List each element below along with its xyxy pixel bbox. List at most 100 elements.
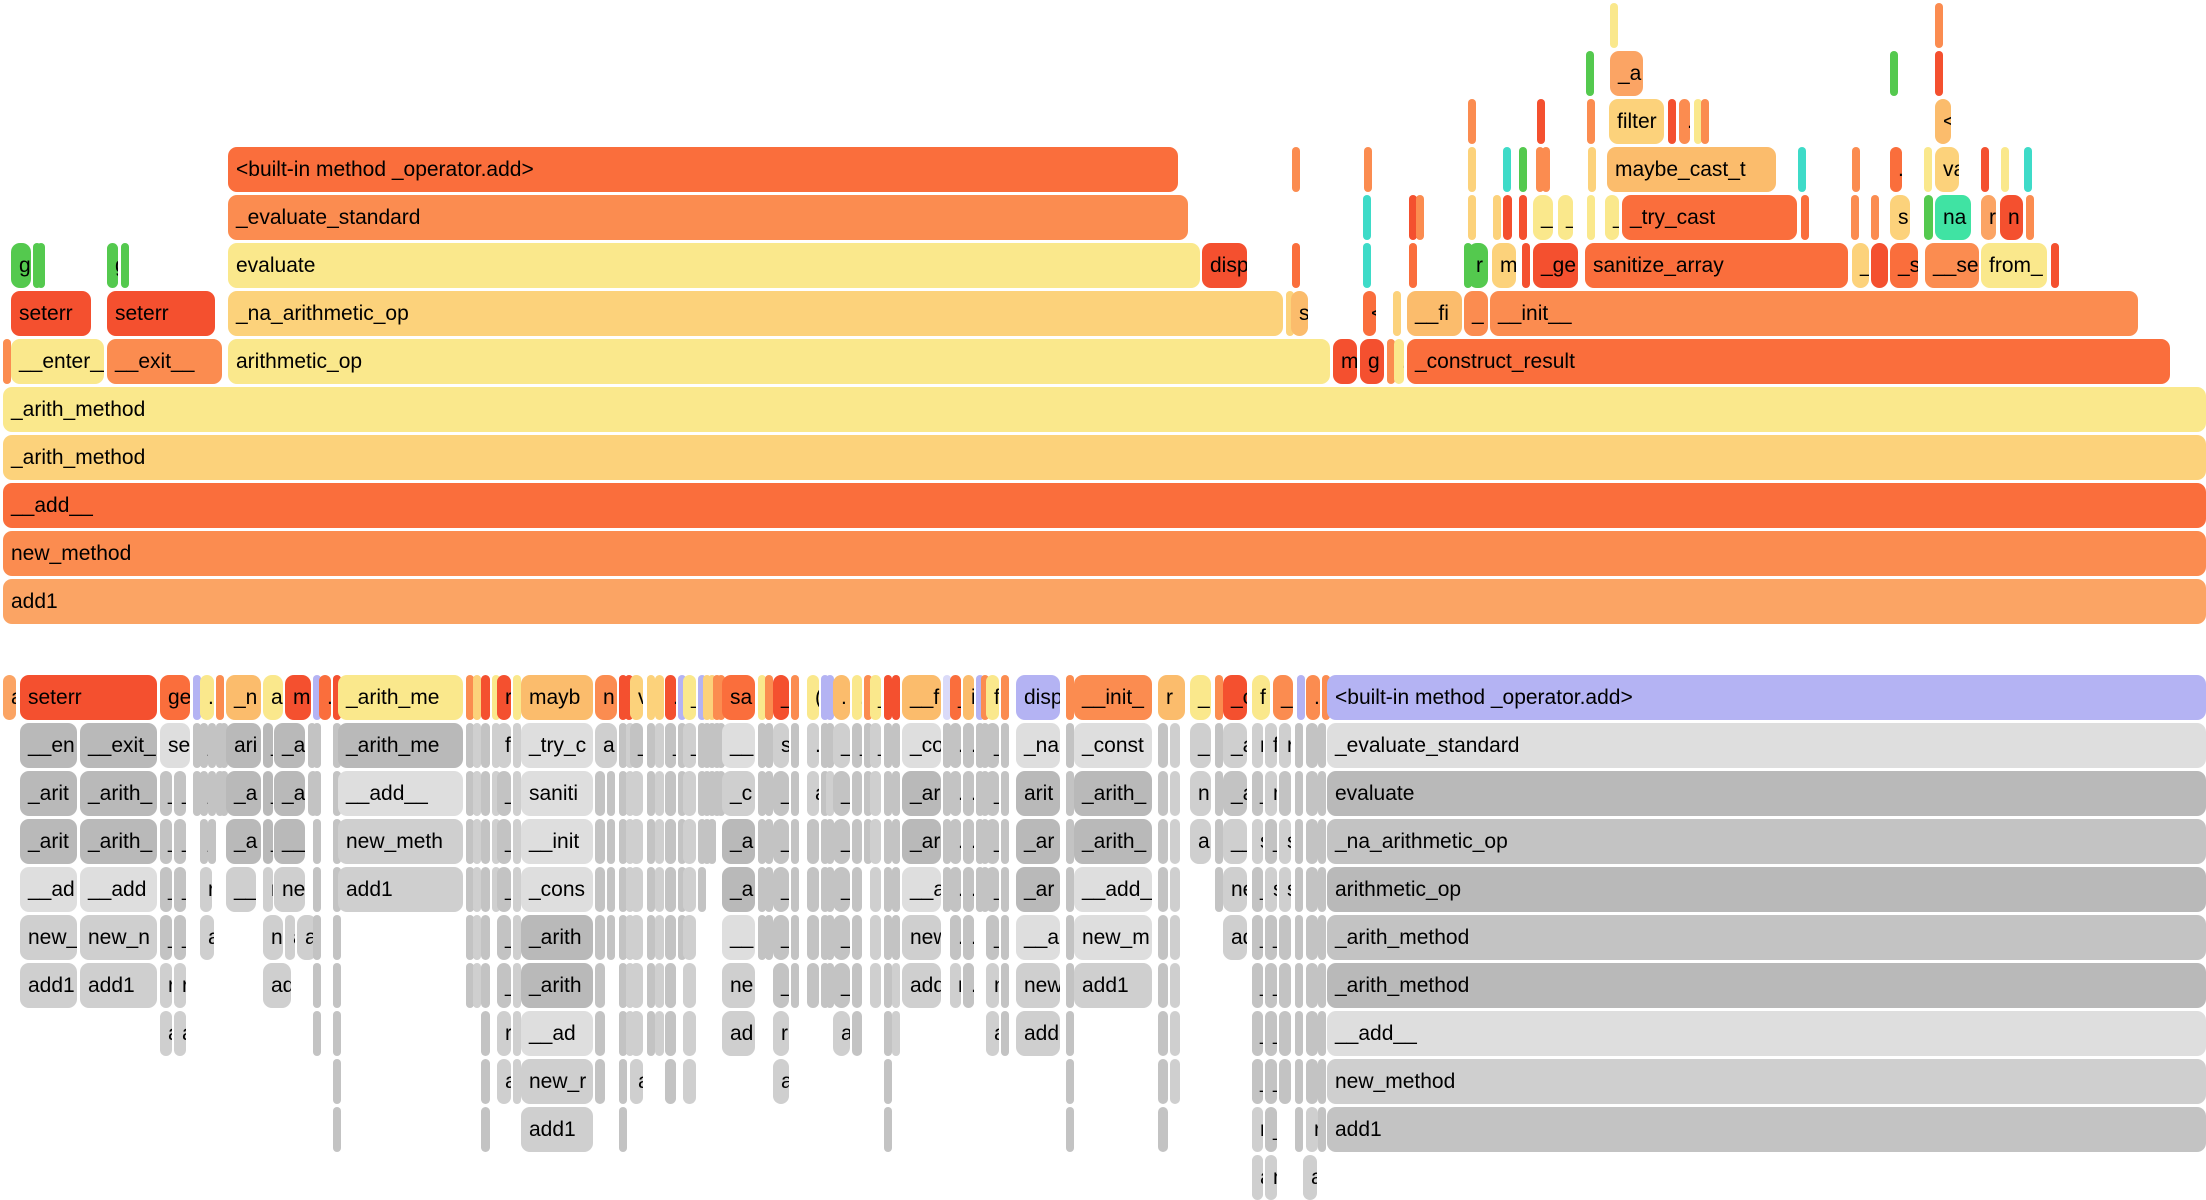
frame-bar[interactable] (513, 1059, 521, 1104)
frame-bar[interactable] (619, 819, 627, 864)
frame-bar[interactable] (481, 819, 490, 864)
frame-bar[interactable] (864, 819, 872, 864)
frame-bar[interactable]: _try_cast (1622, 195, 1797, 240)
frame-bar[interactable] (1279, 771, 1291, 816)
frame-bar[interactable] (1935, 51, 1943, 96)
frame-bar[interactable] (1158, 1059, 1168, 1104)
frame-bar[interactable] (630, 915, 643, 960)
frame-bar[interactable]: __ad (20, 867, 77, 912)
selected-frame-bar[interactable]: <built-in method _operator.add> (1327, 675, 2206, 720)
frame-bar[interactable]: __en (20, 723, 77, 768)
frame-bar[interactable] (466, 915, 474, 960)
frame-bar[interactable]: _arith_ (80, 819, 157, 864)
frame-bar[interactable] (852, 915, 862, 960)
frame-bar[interactable] (1306, 963, 1318, 1008)
frame-bar[interactable]: s (1279, 819, 1291, 864)
frame-bar[interactable] (1924, 195, 1933, 240)
frame-bar[interactable] (1158, 819, 1168, 864)
frame-bar[interactable] (791, 771, 799, 816)
frame-bar[interactable]: _ (1605, 195, 1619, 240)
frame-bar[interactable]: add1 (1327, 1107, 2206, 1152)
frame-bar[interactable]: . (950, 819, 961, 864)
frame-bar[interactable] (1001, 867, 1009, 912)
frame-bar[interactable]: new_r (521, 1059, 593, 1104)
frame-bar[interactable]: _ (263, 819, 273, 864)
frame-bar[interactable] (892, 723, 900, 768)
frame-bar[interactable]: __a (902, 867, 941, 912)
frame-bar[interactable] (892, 675, 900, 720)
frame-bar[interactable] (665, 963, 676, 1008)
frame-bar[interactable]: n (595, 675, 617, 720)
frame-bar[interactable]: _ (1190, 675, 1211, 720)
frame-bar[interactable]: __fi (1407, 291, 1462, 336)
frame-bar[interactable] (884, 1059, 892, 1104)
frame-bar[interactable] (943, 675, 951, 720)
frame-bar[interactable] (698, 867, 706, 912)
frame-bar[interactable] (683, 915, 696, 960)
frame-bar[interactable] (481, 963, 490, 1008)
frame-bar[interactable]: __init_ (1074, 675, 1152, 720)
frame-bar[interactable]: __init__ (1490, 291, 2138, 336)
frame-bar[interactable] (492, 771, 500, 816)
frame-bar[interactable]: _ (852, 723, 862, 768)
frame-bar[interactable] (1701, 99, 1709, 144)
frame-bar[interactable]: _ (833, 819, 850, 864)
frame-bar[interactable] (1852, 147, 1860, 192)
frame-bar[interactable]: v (630, 675, 643, 720)
frame-bar[interactable] (1306, 915, 1318, 960)
frame-bar[interactable]: a (263, 675, 283, 720)
frame-bar[interactable]: _a (1610, 51, 1643, 96)
frame-bar[interactable] (1295, 867, 1303, 912)
frame-bar[interactable] (481, 723, 490, 768)
frame-bar[interactable] (313, 1011, 321, 1056)
frame-bar[interactable]: g (1360, 339, 1384, 384)
frame-bar[interactable] (1066, 723, 1074, 768)
frame-bar[interactable]: a (595, 723, 617, 768)
frame-bar[interactable] (821, 675, 829, 720)
frame-bar[interactable] (1503, 147, 1511, 192)
frame-bar[interactable] (1851, 195, 1859, 240)
frame-bar[interactable] (595, 915, 605, 960)
frame-bar[interactable] (884, 675, 892, 720)
frame-bar[interactable]: r (1468, 243, 1488, 288)
frame-bar[interactable] (619, 915, 627, 960)
frame-bar[interactable] (1306, 1011, 1318, 1056)
frame-bar[interactable] (884, 867, 892, 912)
frame-bar[interactable] (1215, 867, 1223, 912)
frame-bar[interactable] (698, 723, 706, 768)
frame-bar[interactable] (1001, 771, 1009, 816)
frame-bar[interactable] (607, 867, 615, 912)
frame-bar[interactable] (1468, 99, 1476, 144)
frame-bar[interactable]: _arith_me (338, 723, 463, 768)
frame-bar[interactable]: _ (497, 819, 511, 864)
frame-bar[interactable]: ge (160, 675, 190, 720)
frame-bar[interactable]: _ (833, 915, 850, 960)
frame-bar[interactable]: __add_ (1074, 867, 1152, 912)
frame-bar[interactable] (313, 723, 321, 768)
frame-bar[interactable] (1295, 963, 1303, 1008)
frame-bar[interactable]: . (963, 771, 974, 816)
frame-bar[interactable]: _arith_ (1074, 771, 1152, 816)
frame-bar[interactable] (513, 867, 521, 912)
frame-bar[interactable] (193, 771, 201, 816)
frame-bar[interactable] (647, 723, 655, 768)
frame-bar[interactable] (976, 867, 984, 912)
frame-bar[interactable] (1001, 819, 1009, 864)
frame-bar[interactable]: n (1265, 1155, 1277, 1200)
frame-bar[interactable]: filter (1609, 99, 1664, 144)
frame-bar[interactable] (595, 1059, 605, 1104)
frame-bar[interactable] (1292, 147, 1300, 192)
frame-bar[interactable] (647, 963, 655, 1008)
frame-bar[interactable] (884, 915, 892, 960)
frame-bar[interactable]: . (950, 915, 961, 960)
frame-bar[interactable]: va (1935, 147, 1959, 192)
frame-bar[interactable] (619, 771, 627, 816)
frame-bar[interactable]: < (826, 771, 834, 816)
frame-bar[interactable] (1001, 1011, 1009, 1056)
frame-bar[interactable]: . (963, 723, 974, 768)
frame-bar[interactable]: < (1801, 195, 1809, 240)
frame-bar[interactable] (683, 963, 696, 1008)
frame-bar[interactable] (647, 915, 655, 960)
frame-bar[interactable] (1416, 195, 1424, 240)
frame-bar[interactable]: a (630, 1059, 643, 1104)
